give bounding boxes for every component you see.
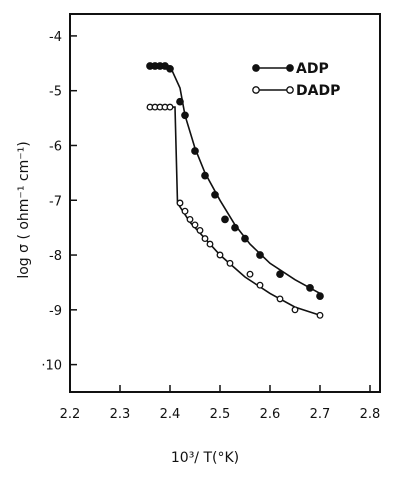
y-axis-ticks: -4 -5 -6 -7 -8 -9 ·10 bbox=[41, 30, 77, 374]
data-point-dadp bbox=[186, 215, 194, 223]
x-tick-label: 2.7 bbox=[310, 407, 331, 422]
data-point-dadp bbox=[291, 306, 299, 314]
series-line-dadp bbox=[150, 106, 321, 317]
y-tick-label: -5 bbox=[49, 85, 62, 100]
data-point-dadp bbox=[276, 295, 284, 303]
legend-marker-adp bbox=[286, 64, 294, 72]
x-tick-label: 2.5 bbox=[210, 407, 231, 422]
y-tick-label: -9 bbox=[49, 304, 62, 319]
data-point-adp bbox=[211, 190, 219, 199]
legend-marker-dadp bbox=[252, 86, 260, 94]
x-tick-label: 2.3 bbox=[110, 407, 131, 422]
data-point-dadp bbox=[256, 281, 264, 289]
data-point-adp bbox=[176, 97, 184, 106]
data-point-adp bbox=[201, 171, 209, 180]
series-line-adp bbox=[150, 65, 321, 295]
y-tick-label: -4 bbox=[49, 30, 62, 45]
data-point-dadp bbox=[316, 311, 324, 319]
legend-marker-adp bbox=[252, 64, 260, 72]
data-point-dadp bbox=[226, 259, 234, 267]
legend: ADP DADP bbox=[252, 61, 340, 99]
x-axis-ticks: 2.2 2.3 2.4 2.5 2.6 2.7 2.8 bbox=[60, 385, 381, 422]
data-point-dadp bbox=[201, 235, 209, 243]
x-tick-label: 2.8 bbox=[360, 407, 381, 422]
series-points bbox=[146, 62, 324, 319]
x-axis-label: 10³/ T(°K) bbox=[171, 450, 239, 466]
data-point-adp bbox=[221, 215, 229, 224]
data-point-adp bbox=[166, 64, 174, 73]
y-tick-label: -6 bbox=[49, 139, 62, 154]
data-point-dadp bbox=[246, 270, 254, 278]
data-point-adp bbox=[191, 147, 199, 155]
y-tick-label: -7 bbox=[49, 194, 62, 209]
data-point-dadp bbox=[216, 251, 224, 259]
x-tick-label: 2.6 bbox=[260, 407, 281, 422]
y-tick-label: ·10 bbox=[41, 359, 62, 374]
legend-label-adp: ADP bbox=[296, 61, 329, 77]
x-tick-label: 2.4 bbox=[160, 407, 181, 422]
data-point-adp bbox=[256, 251, 264, 259]
data-point-dadp bbox=[196, 226, 204, 234]
data-point-adp bbox=[306, 284, 314, 292]
data-point-adp bbox=[231, 223, 239, 232]
legend-label-dadp: DADP bbox=[296, 83, 340, 99]
plot-frame bbox=[69, 13, 381, 393]
x-tick-label: 2.2 bbox=[60, 407, 81, 422]
data-point-adp bbox=[316, 292, 324, 300]
data-point-dadp bbox=[181, 207, 189, 215]
data-point-dadp bbox=[166, 103, 174, 111]
data-point-adp bbox=[181, 111, 189, 120]
data-point-dadp bbox=[206, 240, 214, 248]
data-point-adp bbox=[276, 270, 284, 279]
legend-marker-dadp bbox=[286, 86, 294, 94]
y-tick-label: -8 bbox=[49, 249, 62, 264]
y-axis-label: log σ ( ohm⁻¹ cm⁻¹) bbox=[16, 141, 32, 278]
data-point-dadp bbox=[191, 221, 199, 229]
data-point-adp bbox=[241, 234, 249, 243]
data-point-dadp bbox=[176, 199, 184, 207]
series-curves bbox=[150, 65, 321, 317]
